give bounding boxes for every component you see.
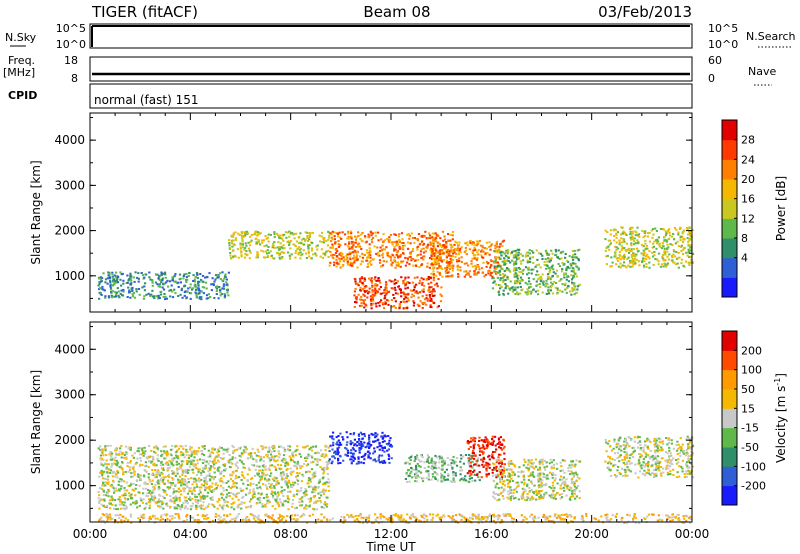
nsky-label: N.Sky — [5, 31, 37, 44]
velocity-colorbar-tick: 15 — [741, 402, 755, 415]
velocity-colorbar-tick: 50 — [741, 383, 755, 396]
beam-title: Beam 08 — [363, 3, 430, 21]
freq-unit-label: [MHz] — [3, 66, 35, 79]
power-region-2 — [328, 230, 456, 269]
power-ytick-label: 3000 — [54, 178, 85, 192]
power-region-6 — [604, 226, 695, 269]
velocity-colorbar-swatch — [722, 485, 737, 506]
velocity-colorbar-tick: -50 — [741, 441, 759, 454]
velocity-colorbar-swatch — [722, 447, 737, 467]
velocity-region-0 — [97, 444, 331, 511]
time-tick-label: 20:00 — [574, 527, 609, 541]
velocity-colorbar-swatch — [722, 389, 737, 409]
velocity-region-5 — [604, 435, 695, 479]
power-colorbar-label: Power [dB] — [774, 176, 788, 241]
freq-label: Freq. — [8, 54, 35, 67]
nsearch-tick-bottom: 10^0 — [708, 38, 738, 51]
freq-strip — [89, 56, 693, 82]
velocity-ylabel: Slant Range [km] — [29, 370, 43, 474]
radar-title: TIGER (fitACF) — [91, 3, 198, 21]
power-colorbar-swatch — [722, 139, 737, 160]
power-colorbar-tick: 8 — [741, 232, 748, 245]
velocity-ytick-label: 2000 — [54, 433, 85, 447]
power-colorbar-tick: 28 — [741, 134, 755, 147]
velocity-panel: 4000 3000 2000 1000 Slant Range [km] — [29, 321, 695, 524]
nave-tick-bottom: 0 — [708, 72, 715, 85]
power-ytick-label: 2000 — [54, 224, 85, 238]
power-colorbar-tick: 24 — [741, 153, 755, 166]
power-colorbar: 28 24 20 16 12 8 4 Power [dB] — [721, 119, 788, 298]
power-colorbar-tick: 16 — [741, 193, 755, 206]
freq-tick-bottom: 8 — [71, 72, 78, 85]
velocity-ytick-label: 4000 — [54, 342, 85, 356]
power-ytick-label: 1000 — [54, 269, 85, 283]
power-region-3 — [353, 276, 443, 310]
power-ylabel: Slant Range [km] — [29, 160, 43, 264]
power-ytick-label: 4000 — [54, 133, 85, 147]
velocity-colorbar-swatch — [722, 466, 737, 487]
nave-label: Nave — [748, 65, 776, 78]
cpid-text: normal (fast) 151 — [94, 93, 198, 107]
velocity-colorbar-swatch — [722, 408, 737, 429]
power-region-5 — [491, 248, 581, 296]
velocity-colorbar-tick: -200 — [741, 480, 766, 493]
velocity-region-1 — [328, 431, 394, 465]
nsearch-tick-top: 10^5 — [708, 22, 738, 35]
nsearch-label: N.Search — [746, 30, 796, 43]
freq-tick-top: 18 — [64, 54, 78, 67]
nsky-tick-top: 10^5 — [56, 22, 86, 35]
velocity-region-2 — [404, 453, 481, 484]
power-region-0 — [97, 271, 230, 301]
power-colorbar-swatch — [722, 198, 737, 219]
nave-tick-top: 60 — [708, 54, 722, 67]
cpid-label: CPID — [8, 89, 37, 102]
velocity-ytick-label: 3000 — [54, 388, 85, 402]
time-tick-label: 00:00 — [73, 527, 108, 541]
power-colorbar-swatch — [722, 277, 737, 298]
power-colorbar-swatch — [722, 257, 737, 278]
velocity-colorbar: 200 100 50 15 -15 -50 -100 -200 Velocity [m s-1] — [721, 330, 788, 506]
velocity-colorbar-tick: -15 — [741, 422, 759, 435]
velocity-colorbar-swatch — [722, 331, 737, 351]
date-title: 03/Feb/2013 — [598, 3, 692, 21]
power-colorbar-swatch — [722, 179, 737, 200]
velocity-region-6 — [97, 512, 692, 524]
power-colorbar-swatch — [722, 120, 737, 141]
power-colorbar-tick: 4 — [741, 252, 748, 265]
power-colorbar-swatch — [722, 238, 737, 259]
power-colorbar-tick: 12 — [741, 212, 755, 225]
velocity-colorbar-tick: 200 — [741, 344, 762, 357]
power-region-4 — [430, 239, 506, 278]
time-tick-label: 12:00 — [374, 527, 409, 541]
time-tick-label: 08:00 — [273, 527, 308, 541]
velocity-colorbar-tick: 100 — [741, 364, 762, 377]
power-colorbar-swatch — [722, 159, 737, 180]
nsky-tick-bottom: 10^0 — [56, 38, 86, 51]
velocity-frame — [89, 321, 693, 523]
velocity-colorbar-tick: -100 — [741, 460, 766, 473]
power-region-1 — [228, 230, 331, 260]
power-colorbar-swatch — [722, 218, 737, 239]
power-panel: 4000 3000 2000 1000 Slant Range [km] — [29, 112, 695, 313]
nsky-strip — [89, 23, 693, 49]
velocity-colorbar-swatch — [722, 350, 737, 371]
velocity-colorbar-swatch — [722, 427, 737, 448]
time-tick-label: 16:00 — [474, 527, 509, 541]
x-axis-title: Time UT — [365, 540, 416, 554]
time-tick-label: 00:00 — [675, 527, 710, 541]
velocity-region-4 — [491, 458, 582, 502]
power-colorbar-tick: 20 — [741, 173, 755, 186]
cpid-strip — [89, 83, 693, 109]
time-tick-label: 04:00 — [173, 527, 208, 541]
time-axis: 00:00 04:00 08:00 12:00 16:00 20:00 00:00 — [73, 527, 710, 541]
velocity-colorbar-label: Velocity [m s-1] — [773, 373, 788, 463]
velocity-colorbar-swatch — [722, 369, 737, 390]
velocity-ytick-label: 1000 — [54, 479, 85, 493]
